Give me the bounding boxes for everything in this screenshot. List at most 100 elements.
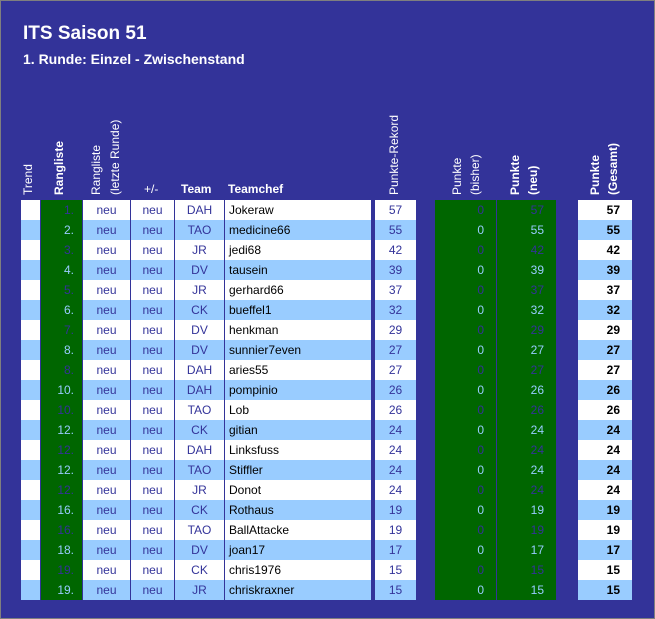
trend-cell xyxy=(20,540,40,560)
trend-cell xyxy=(20,320,40,340)
header-plusminus: +/- xyxy=(144,182,159,196)
plusminus-cell: neu xyxy=(130,240,174,260)
table-row: 10. neu neu TAO Lob 26 0 26 26 xyxy=(1,400,654,420)
gesamt-cell: 19 xyxy=(577,500,632,520)
rekord-cell: 24 xyxy=(374,480,416,500)
table-row: 10. neu neu DAH pompinio 26 0 26 26 xyxy=(1,380,654,400)
teamchef-cell: bueffel1 xyxy=(224,300,371,320)
prev-rank-cell: neu xyxy=(82,560,130,580)
prev-rank-cell: neu xyxy=(82,400,130,420)
plusminus-cell: neu xyxy=(130,420,174,440)
table-row: 18. neu neu DV joan17 17 0 17 17 xyxy=(1,540,654,560)
rekord-cell: 19 xyxy=(374,520,416,540)
teamchef-cell: pompinio xyxy=(224,380,371,400)
header-rekord: Punkte-Rekord xyxy=(387,114,401,195)
teamchef-cell: jedi68 xyxy=(224,240,371,260)
team-cell: JR xyxy=(174,480,224,500)
prev-rank-cell: neu xyxy=(82,520,130,540)
prev-rank-cell: neu xyxy=(82,220,130,240)
prev-rank-cell: neu xyxy=(82,460,130,480)
neu-cell: 26 xyxy=(496,400,556,420)
table-row: 8. neu neu DAH aries55 27 0 27 27 xyxy=(1,360,654,380)
neu-cell: 17 xyxy=(496,540,556,560)
table-row: 12. neu neu TAO Stiffler 24 0 24 24 xyxy=(1,460,654,480)
teamchef-cell: chriskraxner xyxy=(224,580,371,600)
plusminus-cell: neu xyxy=(130,480,174,500)
neu-cell: 24 xyxy=(496,440,556,460)
rekord-cell: 24 xyxy=(374,460,416,480)
teamchef-cell: gitian xyxy=(224,420,371,440)
bisher-cell: 0 xyxy=(434,240,496,260)
rekord-cell: 57 xyxy=(374,200,416,220)
team-cell: JR xyxy=(174,580,224,600)
teamchef-cell: gerhard66 xyxy=(224,280,371,300)
header-bisher-line2: (bisher) xyxy=(468,154,482,195)
trend-cell xyxy=(20,380,40,400)
neu-cell: 15 xyxy=(496,560,556,580)
teamchef-cell: joan17 xyxy=(224,540,371,560)
bisher-cell: 0 xyxy=(434,360,496,380)
trend-cell xyxy=(20,400,40,420)
team-cell: DV xyxy=(174,340,224,360)
team-cell: DAH xyxy=(174,380,224,400)
table-row: 19. neu neu CK chris1976 15 0 15 15 xyxy=(1,560,654,580)
team-cell: CK xyxy=(174,560,224,580)
teamchef-cell: chris1976 xyxy=(224,560,371,580)
rekord-cell: 55 xyxy=(374,220,416,240)
rekord-cell: 24 xyxy=(374,420,416,440)
plusminus-cell: neu xyxy=(130,200,174,220)
rekord-cell: 17 xyxy=(374,540,416,560)
plusminus-cell: neu xyxy=(130,380,174,400)
team-cell: DAH xyxy=(174,440,224,460)
rekord-cell: 29 xyxy=(374,320,416,340)
prev-rank-cell: neu xyxy=(82,440,130,460)
rekord-cell: 26 xyxy=(374,400,416,420)
neu-cell: 19 xyxy=(496,520,556,540)
table-row: 6. neu neu CK bueffel1 32 0 32 32 xyxy=(1,300,654,320)
gesamt-cell: 26 xyxy=(577,380,632,400)
table-row: 12. neu neu DAH Linksfuss 24 0 24 24 xyxy=(1,440,654,460)
rank-cell: 3. xyxy=(40,240,82,260)
rank-cell: 7. xyxy=(40,320,82,340)
table-row: 7. neu neu DV henkman 29 0 29 29 xyxy=(1,320,654,340)
teamchef-cell: henkman xyxy=(224,320,371,340)
plusminus-cell: neu xyxy=(130,500,174,520)
bisher-cell: 0 xyxy=(434,560,496,580)
rekord-cell: 26 xyxy=(374,380,416,400)
rekord-cell: 27 xyxy=(374,360,416,380)
teamchef-cell: BallAttacke xyxy=(224,520,371,540)
teamchef-cell: Rothaus xyxy=(224,500,371,520)
table-row: 5. neu neu JR gerhard66 37 0 37 37 xyxy=(1,280,654,300)
trend-cell xyxy=(20,300,40,320)
team-cell: DV xyxy=(174,260,224,280)
team-cell: JR xyxy=(174,240,224,260)
bisher-cell: 0 xyxy=(434,480,496,500)
plusminus-cell: neu xyxy=(130,440,174,460)
team-cell: TAO xyxy=(174,520,224,540)
gesamt-cell: 37 xyxy=(577,280,632,300)
plusminus-cell: neu xyxy=(130,220,174,240)
team-cell: JR xyxy=(174,280,224,300)
prev-rank-cell: neu xyxy=(82,240,130,260)
rank-cell: 4. xyxy=(40,260,82,280)
table-row: 16. neu neu CK Rothaus 19 0 19 19 xyxy=(1,500,654,520)
bisher-cell: 0 xyxy=(434,420,496,440)
rekord-cell: 37 xyxy=(374,280,416,300)
teamchef-cell: tausein xyxy=(224,260,371,280)
table-row: 19. neu neu JR chriskraxner 15 0 15 15 xyxy=(1,580,654,600)
trend-cell xyxy=(20,500,40,520)
prev-rank-cell: neu xyxy=(82,540,130,560)
gesamt-cell: 19 xyxy=(577,520,632,540)
bisher-cell: 0 xyxy=(434,460,496,480)
team-cell: DAH xyxy=(174,360,224,380)
neu-cell: 42 xyxy=(496,240,556,260)
neu-cell: 27 xyxy=(496,340,556,360)
table-row: 1. neu neu DAH Jokeraw 57 0 57 57 xyxy=(1,200,654,220)
header-gesamt-line1: Punkte xyxy=(588,154,602,195)
trend-cell xyxy=(20,480,40,500)
trend-cell xyxy=(20,240,40,260)
gesamt-cell: 27 xyxy=(577,360,632,380)
rank-cell: 8. xyxy=(40,340,82,360)
neu-cell: 57 xyxy=(496,200,556,220)
table-row: 12. neu neu JR Donot 24 0 24 24 xyxy=(1,480,654,500)
